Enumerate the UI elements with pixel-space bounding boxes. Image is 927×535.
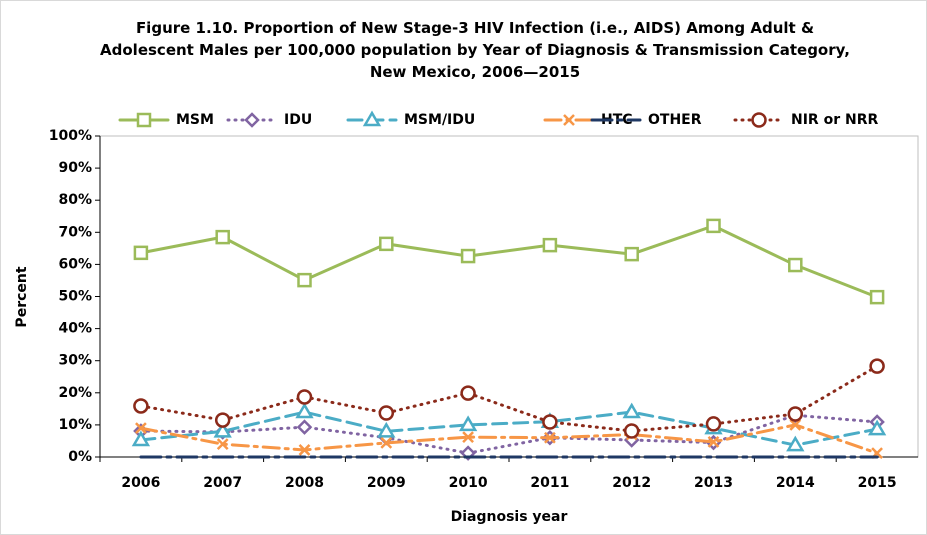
chart-title: Figure 1.10. Proportion of New Stage-3 H… bbox=[100, 19, 850, 81]
marker bbox=[133, 398, 149, 414]
x-tick-label: 2006 bbox=[121, 475, 160, 491]
y-tick-label: 20% bbox=[58, 385, 92, 401]
marker bbox=[379, 236, 394, 252]
marker bbox=[542, 237, 558, 253]
x-tick-label: 2011 bbox=[530, 475, 569, 491]
y-tick-label: 60% bbox=[58, 256, 92, 272]
marker bbox=[213, 421, 232, 438]
y-tick-label: 100% bbox=[49, 128, 92, 144]
marker bbox=[706, 218, 721, 234]
y-tick-label: 40% bbox=[58, 321, 92, 337]
legend-label: IDU bbox=[284, 112, 312, 128]
marker bbox=[542, 414, 558, 430]
marker bbox=[380, 436, 393, 449]
marker bbox=[377, 421, 396, 438]
y-tick-label: 70% bbox=[58, 224, 92, 240]
series-line bbox=[139, 364, 879, 433]
legend-marker bbox=[362, 110, 382, 127]
x-tick-label: 2007 bbox=[203, 475, 242, 491]
legend-marker bbox=[136, 112, 152, 128]
y-tick-label: 10% bbox=[58, 417, 92, 433]
marker bbox=[298, 444, 311, 456]
x-tick-label: 2012 bbox=[612, 475, 651, 491]
y-axis-label: Percent bbox=[14, 266, 30, 327]
marker bbox=[135, 422, 147, 434]
x-tick-label: 2015 bbox=[858, 475, 897, 491]
marker bbox=[462, 431, 474, 443]
marker bbox=[786, 435, 805, 452]
marker bbox=[378, 405, 395, 421]
marker bbox=[624, 246, 639, 262]
marker bbox=[869, 289, 885, 305]
y-tick-label: 0% bbox=[68, 449, 92, 465]
legend-label: OTHER bbox=[648, 112, 702, 128]
marker bbox=[622, 402, 641, 419]
marker bbox=[131, 430, 151, 447]
marker bbox=[623, 423, 640, 439]
x-tick-label: 2009 bbox=[367, 475, 406, 491]
marker bbox=[787, 406, 804, 422]
marker bbox=[214, 412, 231, 428]
legend-label: NIR or NRR bbox=[791, 112, 878, 128]
x-axis-label: Diagnosis year bbox=[451, 509, 568, 525]
marker bbox=[789, 419, 802, 431]
legend-label: MSM/IDU bbox=[404, 112, 475, 128]
series-line bbox=[139, 423, 879, 455]
marker bbox=[295, 402, 314, 419]
legend-marker bbox=[563, 114, 575, 126]
y-tick-label: 90% bbox=[58, 160, 92, 176]
marker bbox=[867, 419, 887, 436]
marker bbox=[458, 415, 478, 432]
legend-marker bbox=[751, 112, 767, 128]
marker bbox=[460, 385, 476, 401]
marker bbox=[215, 229, 230, 245]
marker bbox=[705, 416, 722, 432]
x-tick-label: 2008 bbox=[285, 475, 324, 491]
marker bbox=[788, 257, 803, 273]
legend-label: MSM bbox=[176, 112, 214, 128]
marker bbox=[707, 436, 720, 448]
x-tick-label: 2010 bbox=[449, 475, 488, 491]
x-tick-label: 2013 bbox=[694, 475, 733, 491]
marker bbox=[296, 419, 313, 435]
legend-marker bbox=[244, 112, 260, 128]
marker bbox=[544, 431, 556, 444]
series-line bbox=[139, 413, 879, 455]
series-line bbox=[139, 410, 879, 447]
marker bbox=[460, 248, 476, 264]
x-tick-label: 2014 bbox=[776, 475, 815, 491]
marker bbox=[133, 245, 149, 261]
series-line bbox=[139, 224, 879, 299]
marker bbox=[296, 389, 313, 405]
y-tick-label: 30% bbox=[58, 353, 92, 369]
marker bbox=[297, 272, 312, 288]
y-tick-label: 50% bbox=[58, 289, 92, 305]
marker bbox=[216, 438, 229, 451]
y-tick-label: 80% bbox=[58, 192, 92, 208]
marker bbox=[869, 358, 885, 374]
